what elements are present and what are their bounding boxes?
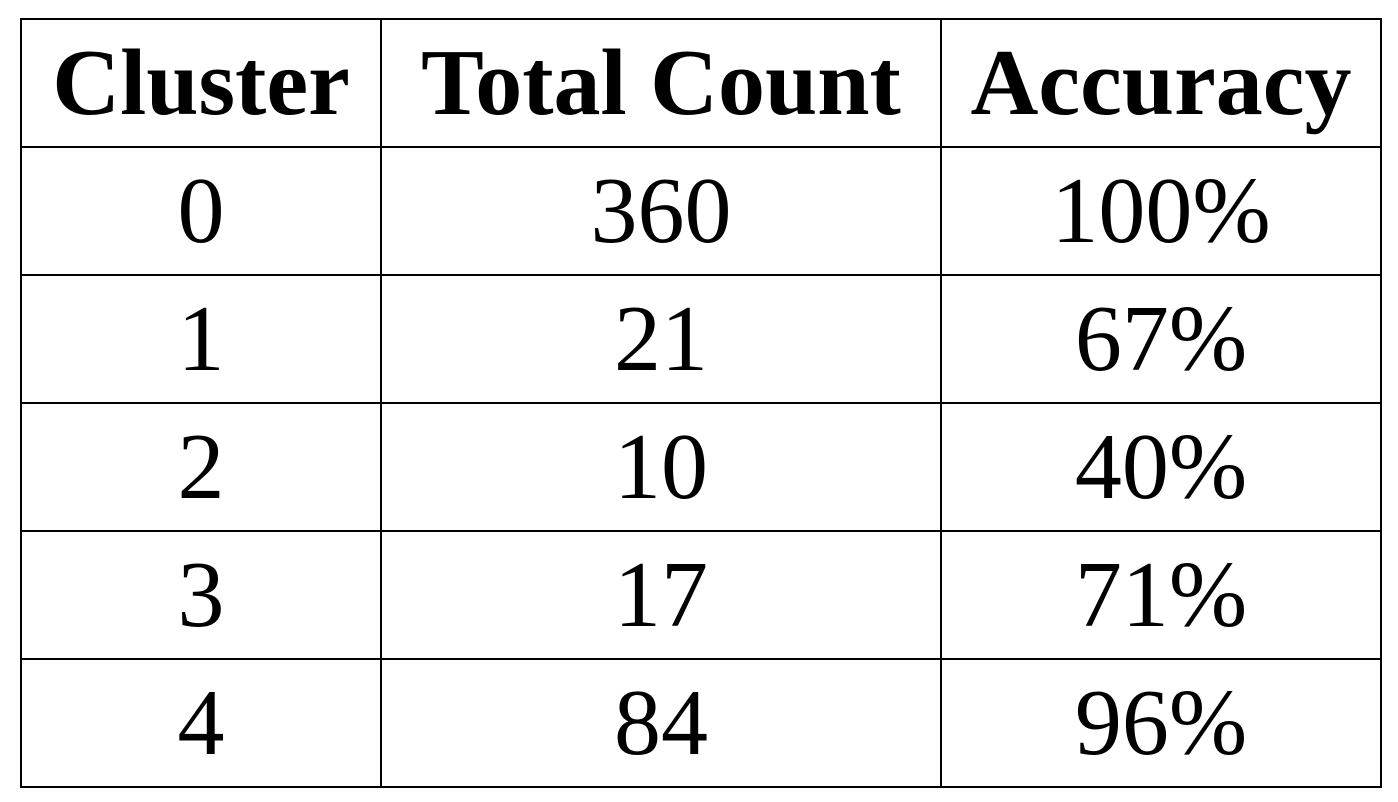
cell-total-count: 21: [380, 274, 942, 404]
cell-accuracy: 96%: [940, 658, 1382, 788]
cell-cluster: 0: [20, 146, 382, 276]
cell-cluster: 4: [20, 658, 382, 788]
cluster-accuracy-table: Cluster Total Count Accuracy 0 360 100% …: [20, 18, 1382, 788]
cell-accuracy: 67%: [940, 274, 1382, 404]
cell-accuracy: 71%: [940, 530, 1382, 660]
header-cluster: Cluster: [20, 18, 382, 148]
cell-accuracy: 40%: [940, 402, 1382, 532]
table-row: 3 17 71%: [20, 530, 1382, 660]
header-accuracy: Accuracy: [940, 18, 1382, 148]
cell-cluster: 1: [20, 274, 382, 404]
cluster-accuracy-table-container: Cluster Total Count Accuracy 0 360 100% …: [20, 18, 1382, 788]
cell-cluster: 3: [20, 530, 382, 660]
header-total-count: Total Count: [380, 18, 942, 148]
header-row: Cluster Total Count Accuracy: [20, 18, 1382, 148]
cell-accuracy: 100%: [940, 146, 1382, 276]
table-row: 2 10 40%: [20, 402, 1382, 532]
cell-total-count: 360: [380, 146, 942, 276]
table-row: 0 360 100%: [20, 146, 1382, 276]
table-row: 4 84 96%: [20, 658, 1382, 788]
cell-total-count: 10: [380, 402, 942, 532]
table-row: 1 21 67%: [20, 274, 1382, 404]
cell-cluster: 2: [20, 402, 382, 532]
cell-total-count: 84: [380, 658, 942, 788]
cell-total-count: 17: [380, 530, 942, 660]
